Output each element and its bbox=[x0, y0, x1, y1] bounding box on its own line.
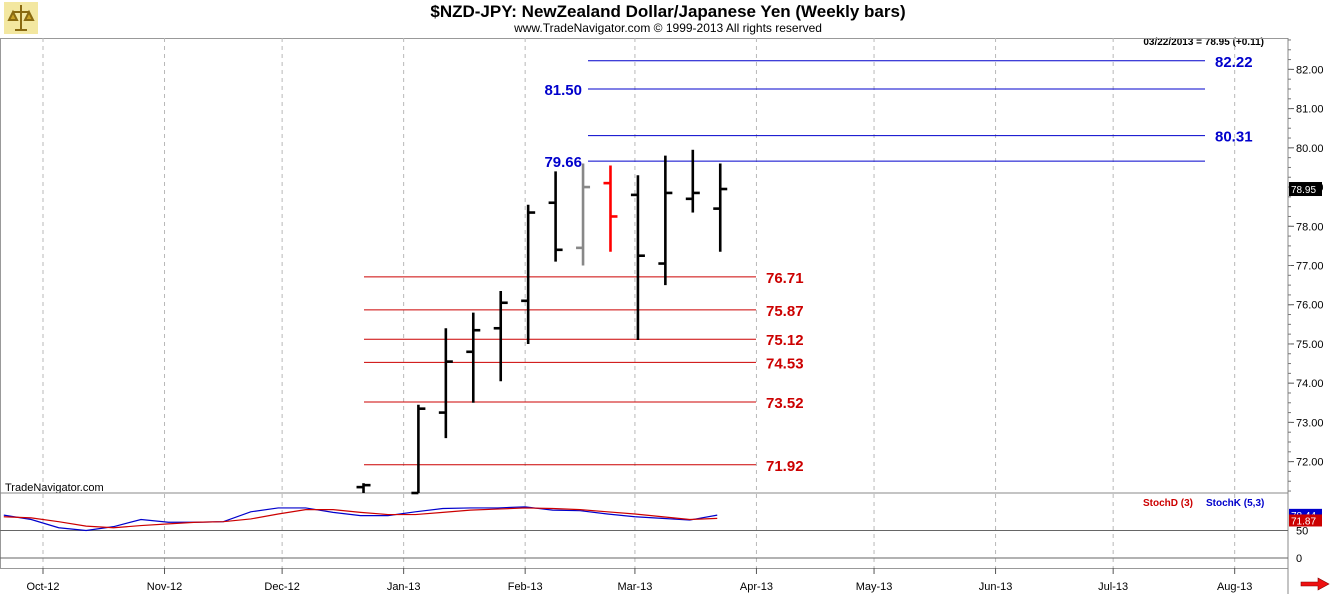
tradenavigator-logo-icon bbox=[4, 2, 38, 34]
level-label-74.53: 74.53 bbox=[766, 355, 804, 372]
scroll-right-arrow-icon[interactable] bbox=[1300, 577, 1330, 591]
x-tick-label: Dec-12 bbox=[264, 581, 299, 593]
stochd-line bbox=[3, 507, 718, 529]
ohlc-bar[interactable] bbox=[658, 155, 673, 286]
x-tick-label: Jun-13 bbox=[979, 581, 1013, 593]
y-tick-label: 78.00 bbox=[1296, 221, 1324, 233]
y-tick-label: 72.00 bbox=[1296, 457, 1324, 469]
stochk-legend: StochK (5,3) bbox=[1206, 498, 1264, 509]
last-price-label: 78.95 bbox=[1291, 185, 1316, 196]
x-tick-label: Nov-12 bbox=[147, 581, 182, 593]
level-label-75.12: 75.12 bbox=[766, 332, 804, 349]
x-tick-label: Mar-13 bbox=[617, 581, 652, 593]
y-tick-label: 73.00 bbox=[1296, 417, 1324, 429]
y-tick-label: 74.00 bbox=[1296, 378, 1324, 390]
x-tick-label: Apr-13 bbox=[740, 581, 773, 593]
level-label-81.50: 81.50 bbox=[544, 82, 582, 99]
y-tick-label: 77.00 bbox=[1296, 261, 1324, 273]
stoch-y-tick-label: 0 bbox=[1296, 553, 1302, 565]
ohlc-bar[interactable] bbox=[521, 204, 536, 344]
last-price-marker bbox=[1289, 182, 1322, 197]
level-label-71.92: 71.92 bbox=[766, 458, 804, 475]
ohlc-bar[interactable] bbox=[576, 163, 591, 266]
last-quote: 03/22/2013 = 78.95 (+0.11) bbox=[1143, 37, 1264, 48]
x-tick-label: Oct-12 bbox=[26, 581, 59, 593]
ohlc-bar[interactable] bbox=[548, 171, 563, 262]
level-label-76.71: 76.71 bbox=[766, 270, 804, 287]
level-label-80.31: 80.31 bbox=[1215, 129, 1253, 146]
brand-text: TradeNavigator.com bbox=[5, 482, 104, 494]
y-tick-label: 76.00 bbox=[1296, 300, 1324, 312]
x-tick-label: Jan-13 bbox=[387, 581, 421, 593]
stochd-last-marker bbox=[1289, 514, 1322, 527]
ohlc-bar[interactable] bbox=[603, 165, 618, 252]
y-tick-label: 75.00 bbox=[1296, 339, 1324, 351]
y-tick-label: 82.00 bbox=[1296, 64, 1324, 76]
ohlc-bar[interactable] bbox=[630, 175, 645, 341]
ohlc-bar[interactable] bbox=[685, 149, 700, 213]
ohlc-bar[interactable] bbox=[713, 163, 728, 252]
stochk-line bbox=[3, 506, 718, 532]
level-label-75.87: 75.87 bbox=[766, 303, 804, 320]
x-tick-label: May-13 bbox=[856, 581, 893, 593]
ohlc-bar[interactable] bbox=[493, 290, 508, 382]
ohlc-bar[interactable] bbox=[466, 312, 481, 403]
chart-header: $NZD-JPY: NewZealand Dollar/Japanese Yen… bbox=[0, 0, 1336, 38]
plot-frame bbox=[0, 38, 1289, 569]
x-tick-label: Aug-13 bbox=[1217, 581, 1252, 593]
copyright-text: www.TradeNavigator.com © 1999-2013 All r… bbox=[514, 21, 822, 35]
ohlc-bar[interactable] bbox=[356, 483, 371, 493]
chart-title: $NZD-JPY: NewZealand Dollar/Japanese Yen… bbox=[430, 2, 906, 21]
stoch-y-tick-label: 50 bbox=[1296, 526, 1308, 538]
y-tick-label: 81.00 bbox=[1296, 104, 1324, 116]
level-label-79.66: 79.66 bbox=[544, 154, 582, 171]
x-tick-label: Feb-13 bbox=[508, 581, 543, 593]
stochd-last-label: 71.87 bbox=[1291, 516, 1316, 527]
y-tick-label: 80.00 bbox=[1296, 143, 1324, 155]
ohlc-bar[interactable] bbox=[411, 404, 426, 495]
level-label-82.22: 82.22 bbox=[1215, 54, 1253, 71]
stochd-legend: StochD (3) bbox=[1143, 498, 1193, 509]
ohlc-bar[interactable] bbox=[438, 328, 453, 439]
level-label-73.52: 73.52 bbox=[766, 395, 804, 412]
x-tick-label: Jul-13 bbox=[1098, 581, 1128, 593]
